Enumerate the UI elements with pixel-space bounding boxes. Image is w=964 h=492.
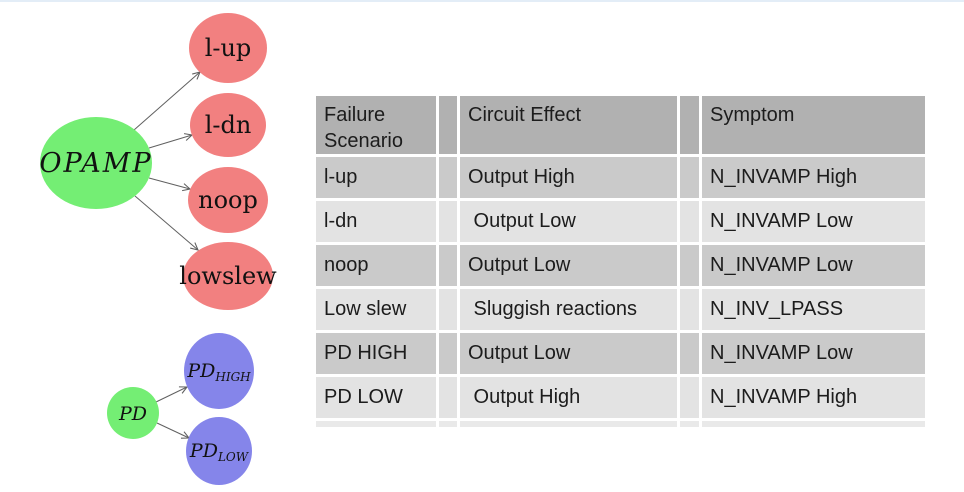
cell-spacer <box>680 377 699 418</box>
cell-scenario: noop <box>316 245 436 286</box>
cell-spacer <box>439 333 457 374</box>
cell-symptom: N_INVAMP High <box>702 157 925 198</box>
pd-node-label: PD <box>118 403 147 425</box>
pd-low-node-label: PDLOW <box>189 440 250 464</box>
table-bottom-strip <box>316 421 436 427</box>
pd-high-node-label: PDHIGH <box>186 360 251 384</box>
pd-high-base: PD <box>186 360 215 382</box>
cell-scenario: Low slew <box>316 289 436 330</box>
edge-pd-pdhigh-arrow <box>155 387 187 403</box>
cell-spacer <box>439 201 457 242</box>
pd-low-node-shape <box>186 417 252 485</box>
failure-node-lowslew: lowslew <box>179 242 277 310</box>
fault-tree-diagram: OPAMP l-up l-dn noop lowslew PD <box>39 13 277 485</box>
cell-scenario: PD LOW <box>316 377 436 418</box>
failure-scenario-table: Failure Scenario Circuit Effect Symptom … <box>316 96 925 427</box>
table-bottom-strip <box>439 421 457 427</box>
cell-spacer <box>439 289 457 330</box>
l-dn-node-label: l-dn <box>205 111 252 139</box>
header-failure-scenario: Failure Scenario <box>316 96 436 154</box>
cell-spacer <box>680 157 699 198</box>
pd-node: PD <box>107 387 159 439</box>
l-up-node-label: l-up <box>205 34 252 62</box>
cell-spacer <box>680 333 699 374</box>
header-spacer <box>680 96 699 154</box>
cell-scenario: l-up <box>316 157 436 198</box>
l-up-node-shape <box>189 13 267 83</box>
table-bottom-strip <box>702 421 925 427</box>
edge-opamp-ldn-arrow <box>148 135 192 149</box>
header-symptom: Symptom <box>702 96 925 154</box>
header-circuit-effect: Circuit Effect <box>460 96 677 154</box>
pd-low-subscript: LOW <box>217 450 250 464</box>
cell-symptom: N_INV_LPASS <box>702 289 925 330</box>
pd-low-node: PDLOW <box>186 417 252 485</box>
cell-symptom: N_INVAMP Low <box>702 201 925 242</box>
cell-effect: Output High <box>460 377 677 418</box>
edge-opamp-lup-arrow <box>133 72 200 131</box>
cell-spacer <box>439 245 457 286</box>
cell-spacer <box>680 201 699 242</box>
edge-pd-pdlow-arrow <box>156 422 189 438</box>
lowslew-node-shape <box>183 242 273 310</box>
cell-spacer <box>680 289 699 330</box>
lowslew-node-label: lowslew <box>179 262 277 290</box>
cell-effect: Output Low <box>460 245 677 286</box>
opamp-node: OPAMP <box>39 117 152 209</box>
cell-spacer <box>680 245 699 286</box>
noop-node-label: noop <box>198 186 258 214</box>
opamp-node-shape <box>40 117 152 209</box>
pd-node-shape <box>107 387 159 439</box>
cell-effect: Output High <box>460 157 677 198</box>
cell-spacer <box>439 157 457 198</box>
pd-tree-edges <box>155 387 189 438</box>
failure-node-l-dn: l-dn <box>190 93 266 157</box>
cell-scenario: PD HIGH <box>316 333 436 374</box>
failure-node-l-up: l-up <box>189 13 267 83</box>
failure-node-noop: noop <box>188 167 268 233</box>
edge-opamp-lowslew-arrow <box>134 195 198 250</box>
cell-symptom: N_INVAMP Low <box>702 245 925 286</box>
pd-high-node: PDHIGH <box>184 333 254 409</box>
cell-scenario: l-dn <box>316 201 436 242</box>
table-bottom-strip <box>680 421 699 427</box>
edge-opamp-noop-arrow <box>148 177 190 189</box>
pd-high-subscript: HIGH <box>214 370 251 384</box>
cell-spacer <box>439 377 457 418</box>
opamp-tree-edges <box>133 72 200 250</box>
opamp-node-label: OPAMP <box>39 148 152 179</box>
cell-effect: Sluggish reactions <box>460 289 677 330</box>
cell-effect: Output Low <box>460 333 677 374</box>
pd-high-node-shape <box>184 333 254 409</box>
pd-low-base: PD <box>189 440 218 462</box>
table-bottom-strip <box>460 421 677 427</box>
cell-symptom: N_INVAMP Low <box>702 333 925 374</box>
noop-node-shape <box>188 167 268 233</box>
top-edge-strip <box>0 0 964 2</box>
l-dn-node-shape <box>190 93 266 157</box>
cell-effect: Output Low <box>460 201 677 242</box>
cell-symptom: N_INVAMP High <box>702 377 925 418</box>
header-spacer <box>439 96 457 154</box>
